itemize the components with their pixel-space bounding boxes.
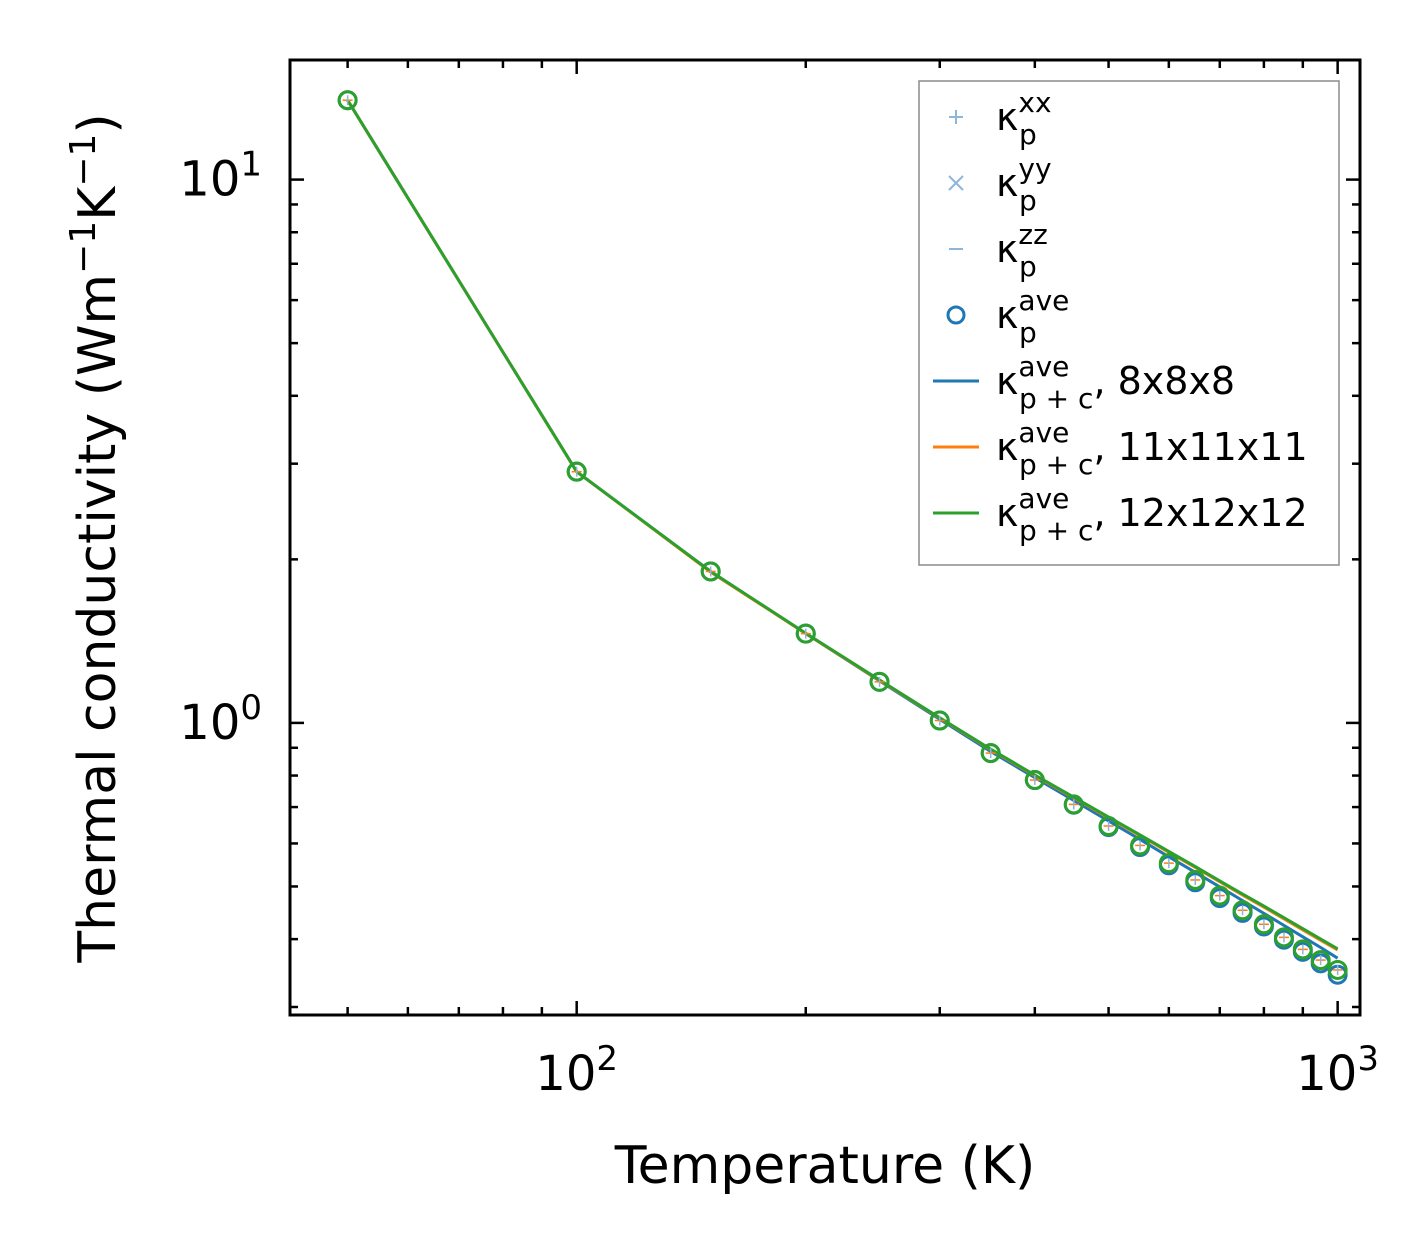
marker-kp-ave-12x12x12 [1310,950,1331,971]
y-axis-label: Thermal conductivity (Wm−1K−1) [63,113,128,963]
marker-kp-ave-12x12x12 [1158,853,1179,874]
plot-frame [288,58,1362,1017]
marker-kp-ave-12x12x12 [869,671,890,692]
marker-kp-ave-12x12x12 [1063,794,1084,815]
marker-kp-ave-12x12x12 [1130,835,1151,856]
series-line-12x12x12 [346,99,1339,951]
x-tick-label: 102 [535,1039,618,1102]
marker-kp-ave-12x12x12 [1024,770,1045,791]
marker-kp-ave-12x12x12 [980,743,1001,764]
series-lines [346,99,1339,960]
legend-entry-label: κave p + c, 12x12x12 [996,482,1308,547]
marker-kp-ave-12x12x12 [1185,869,1206,890]
marker-kp-ave-12x12x12 [1232,900,1253,921]
marker-kp-ave-12x12x12 [1209,885,1230,906]
marker-kp-ave-12x12x12 [795,623,816,644]
x-tick-label: 103 [1296,1039,1379,1102]
legend-entry-label: κave p + c, 8x8x8 [996,350,1235,415]
legend-entry-label: κyy p [996,152,1052,217]
x-axis-label: Temperature (K) [614,1136,1036,1196]
legend-box [918,80,1340,566]
y-tick-label: 100 [179,688,262,751]
marker-kp-ave-12x12x12 [700,561,721,582]
marker-kp-ave-12x12x12 [1098,816,1119,837]
legend-circle-icon [946,305,966,325]
y-tick-label: 101 [179,145,262,208]
data-markers [337,90,1348,985]
legend-entry-label: κzz p [996,218,1048,283]
marker-kp-ave-12x12x12 [1292,939,1313,960]
marker-kp-ave-12x12x12 [929,710,950,731]
legend-entry-label: κave p [996,284,1069,349]
legend-cross-icon [948,175,964,191]
legend-entry-label: κave p + c, 11x11x11 [996,416,1308,481]
marker-kp-ave-12x12x12 [1253,914,1274,935]
marker-kp-ave-12x12x12 [337,90,358,111]
axis-tick-labels: 102 103 100 101 [179,145,1379,1102]
marker-kp-ave-12x12x12 [1273,927,1294,948]
legend-entry-label: κxx p [996,86,1052,151]
marker-kp-ave-12x12x12 [1327,959,1348,980]
marker-kp-ave-12x12x12 [566,461,587,482]
